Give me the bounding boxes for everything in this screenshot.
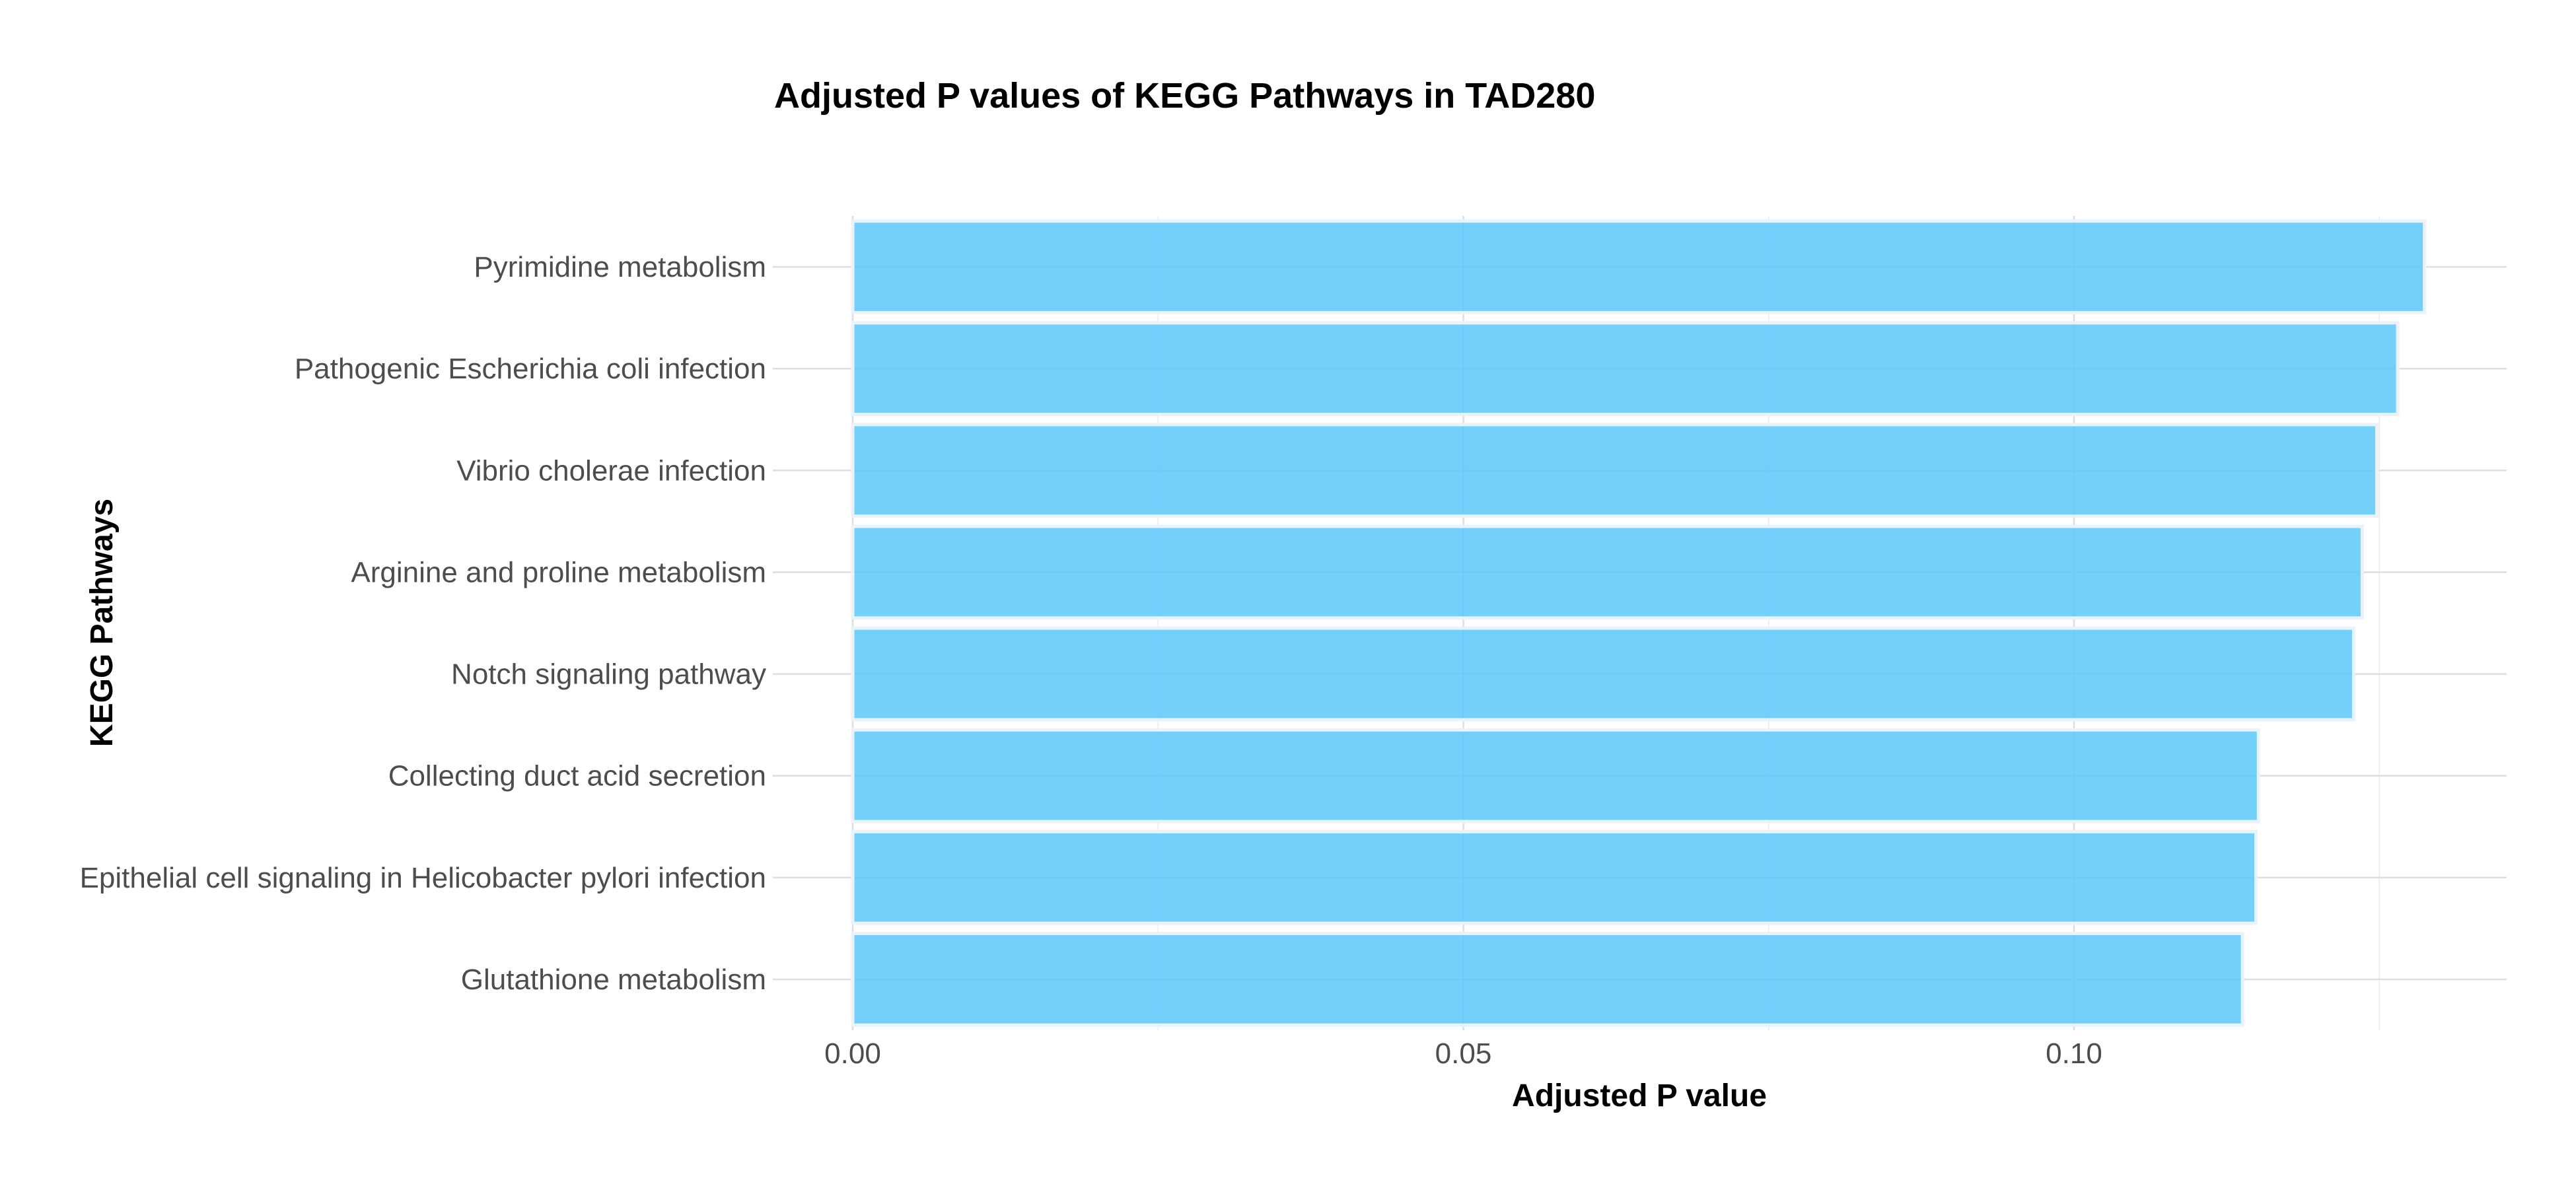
bar-layer <box>851 219 2427 1027</box>
y-axis-title: KEGG Pathways <box>85 499 120 747</box>
y-tick-label-2: Vibrio cholerae infection <box>456 454 766 487</box>
y-tick-label-1: Pathogenic Escherichia coli infection <box>295 353 766 385</box>
bar-2 <box>851 423 2379 518</box>
bar-5 <box>851 728 2260 824</box>
y-tick-label-0: Pyrimidine metabolism <box>474 251 766 283</box>
x-tick-label-1: 0.05 <box>1435 1037 1492 1070</box>
bar-0 <box>851 219 2427 314</box>
y-tick-labels: Pyrimidine metabolism Pathogenic Escheric… <box>80 251 766 996</box>
bar-1 <box>851 321 2400 417</box>
bar-7 <box>851 932 2244 1027</box>
bar-4 <box>851 626 2355 722</box>
chart-title: Adjusted P values of KEGG Pathways in TA… <box>774 76 1595 116</box>
y-tick-label-6: Epithelial cell signaling in Helicobacte… <box>80 862 766 894</box>
y-tick-label-5: Collecting duct acid secretion <box>388 760 766 792</box>
bar-3 <box>851 524 2364 620</box>
y-tick-label-4: Notch signaling pathway <box>451 658 766 691</box>
x-tick-labels: 0.00 0.05 0.10 <box>824 1037 2102 1070</box>
y-tick-label-7: Glutathione metabolism <box>461 964 766 996</box>
x-tick-label-0: 0.00 <box>824 1037 881 1070</box>
y-tick-label-3: Arginine and proline metabolism <box>351 556 766 588</box>
bar-6 <box>851 829 2258 925</box>
x-axis-title: Adjusted P value <box>1512 1078 1767 1113</box>
x-tick-label-2: 0.10 <box>2046 1037 2102 1070</box>
